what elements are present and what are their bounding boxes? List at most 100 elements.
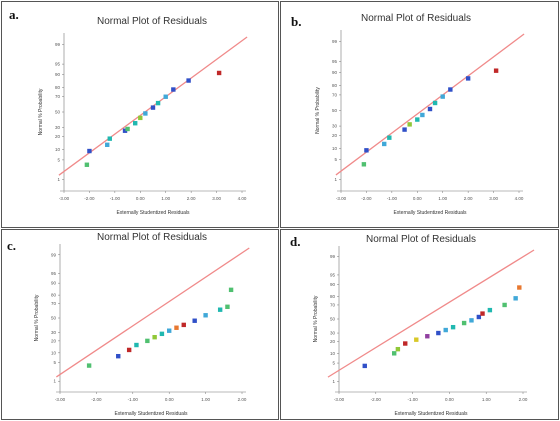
residual-point: [216, 70, 222, 76]
y-tick-label: 30: [55, 125, 61, 130]
y-tick-label: 30: [332, 124, 338, 129]
residual-point: [450, 324, 456, 330]
y-tick-label: 95: [55, 62, 61, 67]
y-tick-label: 1: [334, 177, 337, 182]
residual-point: [387, 135, 392, 140]
residual-point: [228, 287, 234, 293]
panel-label: a.: [9, 7, 19, 22]
residual-point: [440, 94, 445, 99]
y-tick-label: 99: [55, 42, 61, 47]
x-tick-label: -3.00: [334, 397, 345, 402]
x-tick-label: 4.00: [515, 196, 524, 201]
residual-point: [448, 87, 453, 92]
residual-point: [395, 346, 401, 352]
y-tick-label: 70: [51, 301, 57, 306]
x-tick-label: 3.00: [212, 196, 221, 201]
residual-point: [502, 302, 507, 308]
residual-point: [436, 330, 441, 336]
x-tick-label: -1.00: [387, 196, 398, 201]
residual-point: [133, 121, 138, 126]
x-tick-label: 1.00: [161, 196, 170, 201]
residual-point: [403, 341, 408, 346]
y-tick-label: 1: [332, 379, 335, 384]
y-tick-label: 10: [332, 146, 338, 151]
residual-point: [203, 313, 208, 318]
residual-point: [159, 331, 165, 337]
x-tick-label: 4.00: [238, 196, 247, 201]
residual-point: [420, 112, 425, 118]
x-tick-label: -2.00: [361, 196, 372, 201]
residual-point: [174, 325, 179, 330]
x-tick-label: 2.00: [238, 397, 247, 402]
fit-line: [327, 249, 535, 378]
residual-point: [87, 148, 92, 154]
y-tick-label: 10: [51, 350, 57, 355]
panel-label: d.: [290, 234, 300, 249]
residual-point: [425, 334, 430, 339]
x-tick-label: -3.00: [336, 196, 347, 201]
residual-point: [167, 328, 172, 333]
plot-d: d. Normal Plot of Residuals 1 5 10 20 30 50 70…: [290, 234, 535, 417]
y-tick-label: 99: [51, 252, 57, 257]
y-tick-label: 80: [330, 294, 336, 299]
x-tick-label: -2.00: [91, 397, 102, 402]
residual-point: [163, 94, 168, 99]
y-tick-label: 20: [51, 338, 57, 343]
y-tick-label: 5: [334, 157, 337, 162]
x-tick-label: 2.00: [464, 196, 473, 201]
x-axis-title: Externally Studentized Residuals: [116, 210, 190, 216]
x-tick-label: -1.00: [110, 196, 121, 201]
panel-b: b. Normal Plot of Residuals 1 5 10 20 30 50 70…: [280, 1, 559, 228]
y-tick-label: 10: [330, 351, 336, 356]
residual-point: [361, 162, 367, 167]
residual-point: [225, 304, 230, 309]
x-tick-label: 1.00: [482, 397, 491, 402]
y-tick-label: 1: [53, 379, 56, 384]
residual-point: [171, 87, 176, 92]
residual-point: [143, 111, 148, 116]
chart-title: Normal Plot of Residuals: [361, 13, 471, 24]
y-tick-label: 50: [51, 316, 57, 321]
plot-a: a. Normal Plot of Residuals 1 5 10 20 30 50 70…: [9, 7, 248, 216]
y-tick-label: 20: [330, 339, 336, 344]
x-tick-label: -3.00: [55, 397, 66, 402]
plot-c: c. Normal Plot of Residuals 1 5 10 20 30 50 70…: [7, 232, 250, 417]
y-tick-label: 80: [332, 83, 338, 88]
x-axis-title: Externally Studentized Residuals: [394, 411, 468, 417]
x-tick-label: -1.00: [128, 397, 139, 402]
residual-point: [122, 128, 128, 133]
y-tick-label: 10: [55, 147, 61, 152]
x-tick-label: -3.00: [59, 196, 70, 201]
y-tick-label: 50: [332, 108, 338, 113]
y-tick-label: 1: [57, 177, 60, 182]
x-tick-label: -2.00: [84, 196, 95, 201]
panel-label: b.: [291, 14, 301, 29]
residual-point: [392, 351, 397, 356]
y-tick-label: 50: [330, 317, 336, 322]
panel-c: c. Normal Plot of Residuals 1 5 10 20 30 50 70…: [1, 229, 279, 420]
residual-point: [150, 105, 156, 110]
chart-title: Normal Plot of Residuals: [97, 16, 207, 27]
y-axis-title: Normal % Probability: [38, 88, 44, 135]
x-tick-label: -2.00: [371, 397, 382, 402]
panel-a: a. Normal Plot of Residuals 1 5 10 20 30 50 70…: [1, 1, 279, 228]
y-tick-label: 5: [53, 360, 56, 365]
y-axis-title: Normal % Probability: [34, 294, 40, 341]
residual-point: [443, 327, 448, 333]
residual-point: [480, 311, 485, 316]
y-tick-label: 95: [332, 59, 338, 64]
y-tick-label: 5: [57, 157, 60, 162]
residual-point: [407, 122, 412, 127]
y-axis-title: Normal % Probability: [315, 87, 321, 134]
chart-title: Normal Plot of Residuals: [366, 234, 476, 245]
y-tick-label: 5: [332, 361, 335, 366]
x-axis-title: Externally Studentized Residuals: [114, 411, 188, 417]
residual-point: [513, 296, 518, 301]
residual-point: [476, 314, 482, 320]
residual-point: [105, 142, 110, 147]
plot-b: b. Normal Plot of Residuals 1 5 10 20 30 50 70…: [291, 13, 525, 216]
residual-point: [84, 162, 90, 167]
y-tick-label: 99: [332, 39, 338, 44]
x-tick-label: 0.00: [445, 397, 454, 402]
residual-point: [364, 148, 369, 153]
